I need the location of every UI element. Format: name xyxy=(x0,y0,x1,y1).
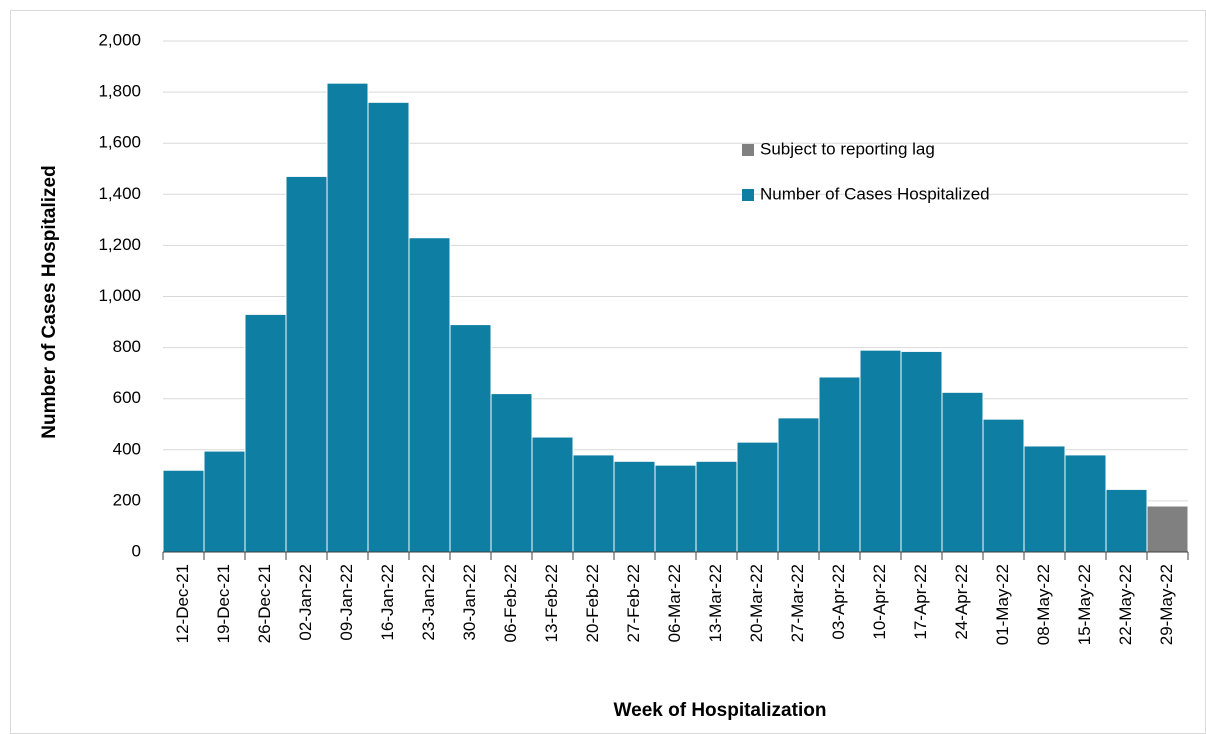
bar xyxy=(941,391,984,553)
y-tick-label: 400 xyxy=(113,439,141,458)
bar xyxy=(1105,488,1148,553)
x-tick-label: 15-May-22 xyxy=(1075,564,1094,645)
y-tick-label: 600 xyxy=(113,388,141,407)
bar xyxy=(1146,505,1189,553)
bar xyxy=(572,454,615,553)
bar xyxy=(367,101,410,553)
x-tick-label: 19-Dec-21 xyxy=(214,564,233,643)
x-tick-label: 20-Mar-22 xyxy=(747,564,766,642)
legend-swatch xyxy=(742,144,754,156)
bar xyxy=(859,349,902,553)
y-tick-label: 1,600 xyxy=(98,133,141,152)
y-tick-label: 200 xyxy=(113,490,141,509)
x-tick-label: 13-Feb-22 xyxy=(542,564,561,642)
bar xyxy=(531,436,574,553)
y-tick-label: 2,000 xyxy=(98,30,141,49)
bar xyxy=(900,350,943,553)
bar xyxy=(1023,445,1066,553)
x-tick-label: 02-Jan-22 xyxy=(296,564,315,641)
y-tick-label: 1,000 xyxy=(98,286,141,305)
x-tick-label: 13-Mar-22 xyxy=(706,564,725,642)
x-axis-title: Week of Hospitalization xyxy=(614,700,827,721)
legend-label: Subject to reporting lag xyxy=(760,139,935,158)
x-tick-label: 08-May-22 xyxy=(1034,564,1053,645)
y-axis-title: Number of Cases Hospitalized xyxy=(39,165,60,438)
x-tick-label: 20-Feb-22 xyxy=(583,564,602,642)
x-tick-label: 17-Apr-22 xyxy=(911,564,930,640)
x-tick-label: 16-Jan-22 xyxy=(378,564,397,641)
bar xyxy=(818,376,861,553)
bar xyxy=(408,237,451,553)
bar xyxy=(982,418,1025,553)
bar xyxy=(613,460,656,553)
x-tick-label: 29-May-22 xyxy=(1157,564,1176,645)
bar xyxy=(162,469,205,553)
bar xyxy=(695,460,738,553)
x-tick-label: 12-Dec-21 xyxy=(173,564,192,643)
y-tick-label: 1,200 xyxy=(98,235,141,254)
x-tick-label: 27-Mar-22 xyxy=(788,564,807,642)
x-tick-label: 24-Apr-22 xyxy=(952,564,971,640)
bar xyxy=(777,417,820,553)
y-tick-label: 800 xyxy=(113,337,141,356)
x-tick-label: 23-Jan-22 xyxy=(419,564,438,641)
x-tick-label: 01-May-22 xyxy=(993,564,1012,645)
bar xyxy=(326,82,369,553)
y-tick-label: 1,800 xyxy=(98,82,141,101)
x-tick-label: 06-Mar-22 xyxy=(665,564,684,642)
x-tick-label: 10-Apr-22 xyxy=(870,564,889,640)
x-tick-label: 22-May-22 xyxy=(1116,564,1135,645)
bar xyxy=(244,313,287,553)
x-tick-label: 06-Feb-22 xyxy=(501,564,520,642)
bar xyxy=(203,450,246,553)
y-tick-label: 1,400 xyxy=(98,184,141,203)
x-tick-label: 03-Apr-22 xyxy=(829,564,848,640)
bar xyxy=(449,324,492,553)
bar xyxy=(736,441,779,553)
bar xyxy=(654,464,697,553)
bar xyxy=(1064,454,1107,553)
legend-swatch xyxy=(742,189,754,201)
y-tick-label: 0 xyxy=(132,541,141,560)
x-tick-label: 26-Dec-21 xyxy=(255,564,274,643)
x-tick-label: 27-Feb-22 xyxy=(624,564,643,642)
x-tick-label: 30-Jan-22 xyxy=(460,564,479,641)
legend-label: Number of Cases Hospitalized xyxy=(760,184,990,203)
bar xyxy=(490,393,533,553)
x-tick-label: 09-Jan-22 xyxy=(337,564,356,641)
bar xyxy=(285,175,328,553)
